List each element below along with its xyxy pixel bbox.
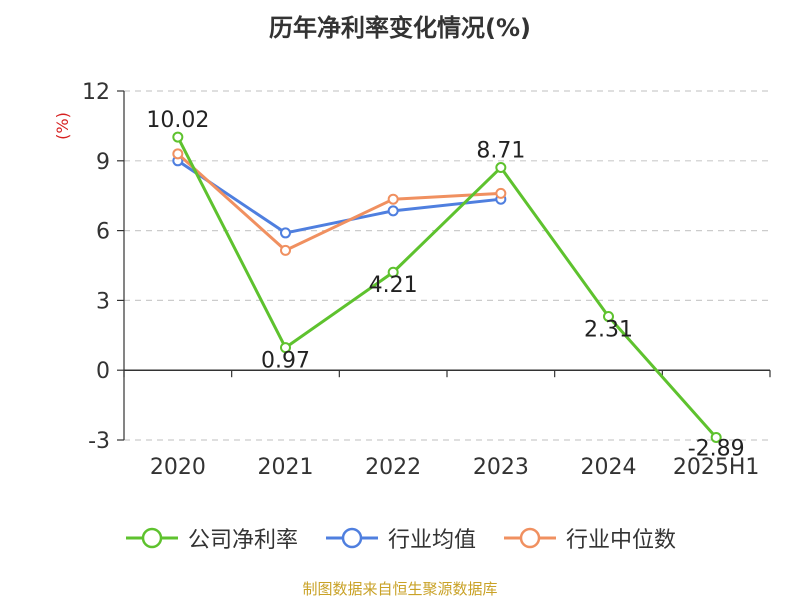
x-tick-label: 2025H1 (673, 455, 760, 480)
legend-item: 行业中位数 (502, 522, 676, 554)
source-note: 制图数据来自恒生聚源数据库 (302, 580, 498, 598)
data-labels: 10.02 0.97 4.21 8.71 2.31 -2.89 (146, 108, 744, 461)
data-point (495, 187, 507, 199)
y-tick-label: 9 (96, 150, 110, 175)
data-point (710, 431, 722, 443)
data-point (172, 148, 184, 160)
data-point (280, 244, 291, 256)
series-line-0 (176, 136, 718, 439)
y-tick-label: 0 (96, 359, 110, 384)
series-line-1 (176, 159, 501, 235)
data-label: 8.71 (476, 139, 525, 164)
grid-lines (124, 90, 770, 441)
x-tick-label: 2020 (150, 455, 206, 480)
data-label: -2.89 (688, 436, 745, 461)
axes: -3 0 3 6 9 12 2020 2021 2022 2023 2024 2025H1 (%) (53, 80, 771, 480)
x-tick-label: 2022 (365, 455, 421, 480)
data-label: 10.02 (146, 108, 209, 133)
data-label: 4.21 (369, 273, 418, 298)
legend-label: 行业中位数 (566, 528, 677, 553)
data-point (387, 266, 399, 278)
x-tick-label: 2024 (581, 455, 637, 480)
data-point (280, 342, 291, 354)
legend-swatch (325, 527, 378, 549)
y-tick-label: 6 (96, 220, 110, 245)
y-tick-label: 12 (82, 80, 110, 105)
y-tick-label: 3 (96, 289, 110, 314)
legend-label: 公司净利率 (187, 528, 298, 553)
y-axis-label: (%) (53, 112, 72, 140)
data-point (603, 310, 614, 322)
data-point (280, 227, 291, 239)
legend-label: 行业均值 (387, 528, 476, 553)
legend-item: 公司净利率 (124, 522, 298, 554)
data-label: 0.97 (261, 349, 310, 374)
chart-title: 历年净利率变化情况(%) (269, 14, 531, 42)
legend: 公司净利率 行业均值 行业中位数 (0, 518, 800, 558)
series-line-2 (176, 152, 501, 252)
data-label: 2.31 (584, 317, 633, 342)
y-tick-label: -3 (88, 429, 110, 454)
series-lines (172, 131, 722, 443)
legend-swatch (504, 527, 556, 549)
x-tick-label: 2023 (473, 455, 529, 480)
data-point (387, 193, 399, 205)
data-point (495, 162, 507, 174)
legend-swatch (125, 527, 178, 549)
data-point (172, 131, 184, 143)
legend-item: 行业均值 (324, 522, 476, 554)
data-point (387, 205, 399, 217)
x-tick-label: 2021 (258, 455, 314, 480)
